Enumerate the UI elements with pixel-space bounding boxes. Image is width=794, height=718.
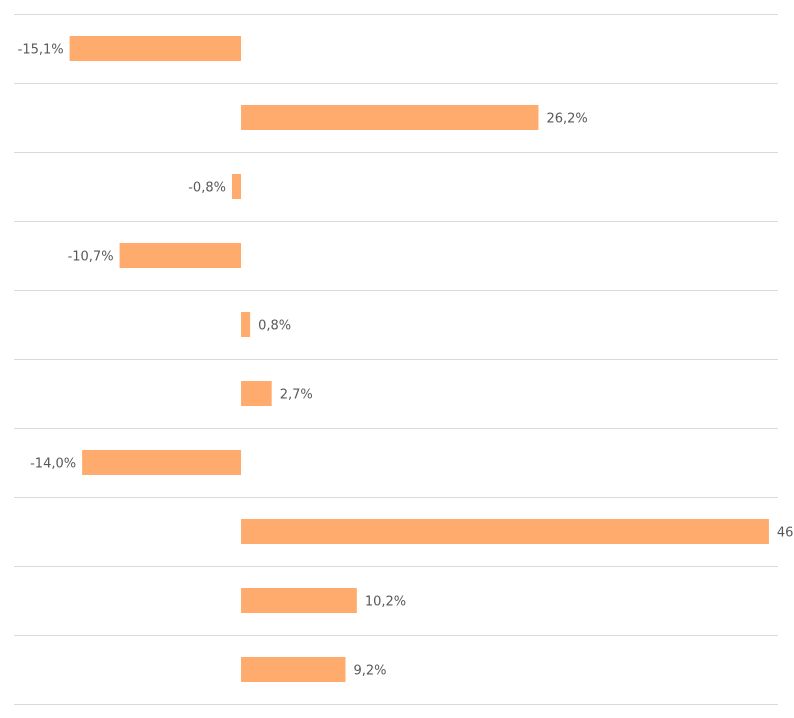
bar (69, 36, 242, 61)
value-label: 9,2% (353, 664, 386, 679)
value-label: -10,7% (68, 250, 114, 265)
bar (241, 657, 346, 682)
value-label: -14,0% (30, 457, 76, 472)
bars (69, 36, 769, 682)
bar (241, 105, 539, 130)
bar (241, 519, 769, 544)
gridlines (14, 14, 778, 705)
bar (82, 450, 242, 475)
value-label: 10,2% (365, 595, 406, 610)
value-label: 46,5% (777, 526, 794, 541)
value-label: 2,7% (280, 388, 313, 403)
value-label: 0,8% (258, 319, 291, 334)
value-label: 26,2% (546, 112, 587, 127)
bar (119, 243, 242, 268)
bar (231, 174, 242, 199)
bar (241, 588, 357, 613)
value-label: -0,8% (188, 181, 226, 196)
bar (241, 381, 272, 406)
value-label: -15,1% (18, 43, 64, 58)
bar (241, 312, 251, 337)
value-labels: -15,1% 26,2% -0,8% -10,7% 0,8% 2,7% -14,0% 46,5… (18, 43, 794, 679)
